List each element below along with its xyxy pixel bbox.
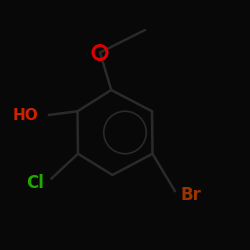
Text: Cl: Cl — [26, 174, 44, 192]
Text: HO: HO — [13, 108, 39, 122]
Text: Br: Br — [180, 186, 201, 204]
